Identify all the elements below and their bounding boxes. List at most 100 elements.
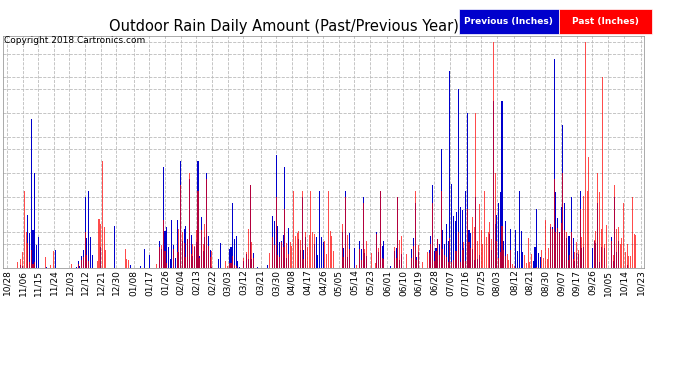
Bar xyxy=(569,255,570,268)
Bar xyxy=(593,240,595,268)
Bar xyxy=(500,192,501,268)
Bar xyxy=(331,236,333,268)
Bar xyxy=(573,259,574,268)
Bar xyxy=(184,228,185,268)
Bar xyxy=(418,245,419,268)
Bar xyxy=(196,230,197,268)
Bar xyxy=(432,202,433,268)
Bar xyxy=(251,242,253,268)
Bar xyxy=(382,258,383,268)
Bar xyxy=(428,250,430,268)
Title: Outdoor Rain Daily Amount (Past/Previous Year) 20181028: Outdoor Rain Daily Amount (Past/Previous… xyxy=(110,20,538,34)
Bar xyxy=(506,254,508,268)
Bar xyxy=(378,248,380,268)
Bar xyxy=(328,190,329,268)
Bar xyxy=(428,253,430,268)
Bar xyxy=(550,224,551,268)
Bar xyxy=(36,245,37,268)
Bar xyxy=(543,258,544,268)
Bar xyxy=(348,232,350,268)
Bar xyxy=(635,234,636,268)
Bar xyxy=(597,202,598,268)
Bar xyxy=(246,252,247,268)
Bar xyxy=(576,242,578,268)
Bar xyxy=(355,265,357,268)
Bar xyxy=(149,255,150,268)
Bar xyxy=(479,204,480,268)
Bar xyxy=(199,258,200,268)
Bar xyxy=(627,265,628,268)
Bar xyxy=(580,190,581,268)
Bar xyxy=(477,260,478,268)
Bar xyxy=(225,261,226,268)
Bar xyxy=(161,245,162,268)
Bar xyxy=(503,251,504,268)
Bar xyxy=(422,262,423,268)
Bar xyxy=(204,224,206,268)
Bar xyxy=(466,209,468,268)
Bar xyxy=(177,252,178,268)
Bar xyxy=(362,196,364,268)
Bar xyxy=(472,249,473,268)
Bar xyxy=(322,242,324,268)
Bar xyxy=(197,161,199,268)
Bar xyxy=(510,250,511,268)
Bar xyxy=(446,224,447,268)
Bar xyxy=(166,263,167,268)
Bar xyxy=(627,244,628,268)
Bar xyxy=(552,227,553,268)
Bar xyxy=(489,234,491,268)
Bar xyxy=(595,231,596,268)
Bar xyxy=(189,179,190,268)
Bar xyxy=(600,247,602,268)
Bar xyxy=(163,220,164,268)
Bar xyxy=(491,239,492,268)
Bar xyxy=(395,248,397,268)
Bar xyxy=(394,247,395,268)
Bar xyxy=(144,249,145,268)
Bar xyxy=(83,257,84,268)
Bar xyxy=(522,252,524,268)
Bar xyxy=(312,232,313,268)
Bar xyxy=(333,252,334,268)
Bar xyxy=(512,264,513,268)
Bar xyxy=(493,101,494,268)
Bar xyxy=(458,232,459,268)
Bar xyxy=(283,235,284,268)
Bar xyxy=(364,252,365,268)
Bar xyxy=(531,254,532,268)
Bar xyxy=(97,261,98,268)
Bar xyxy=(488,232,489,268)
Bar xyxy=(456,211,457,268)
Bar xyxy=(571,232,572,268)
Bar xyxy=(298,231,299,268)
Bar xyxy=(208,236,209,268)
Bar xyxy=(286,258,287,268)
Bar xyxy=(493,42,494,268)
Bar xyxy=(100,247,101,268)
Bar xyxy=(460,207,461,268)
Bar xyxy=(533,261,534,268)
Bar xyxy=(600,229,602,268)
Bar xyxy=(359,241,360,268)
Bar xyxy=(314,234,315,268)
Text: Previous (Inches): Previous (Inches) xyxy=(464,17,553,26)
Bar xyxy=(114,226,115,268)
Bar xyxy=(88,190,89,268)
Bar xyxy=(230,263,232,268)
Bar xyxy=(444,244,445,268)
Bar xyxy=(573,238,574,268)
Bar xyxy=(229,249,230,268)
Bar xyxy=(614,196,615,268)
Bar xyxy=(496,215,497,268)
Bar xyxy=(32,230,34,268)
Bar xyxy=(520,231,522,268)
Bar xyxy=(171,220,172,268)
Bar xyxy=(546,259,548,268)
Bar xyxy=(208,246,209,268)
Bar xyxy=(453,260,454,268)
Bar xyxy=(597,173,598,268)
Bar xyxy=(416,260,417,268)
Bar xyxy=(593,241,595,268)
Bar xyxy=(498,258,499,268)
